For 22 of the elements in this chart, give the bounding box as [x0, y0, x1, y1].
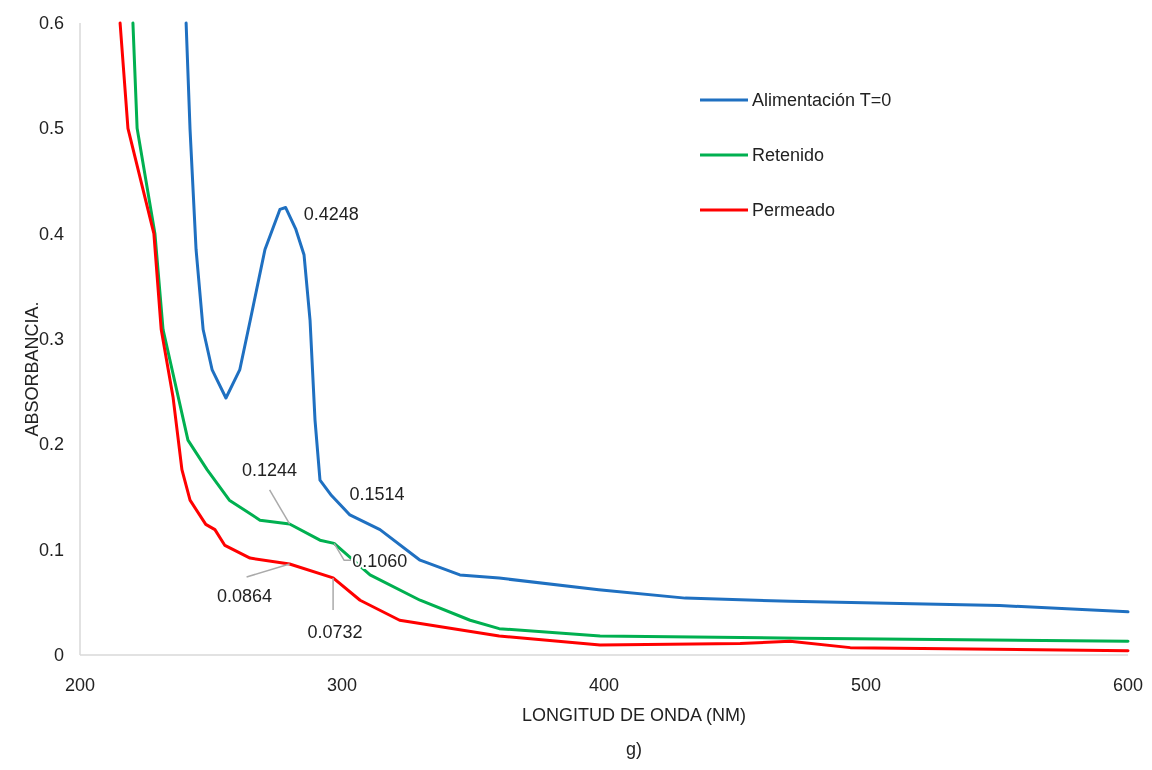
- annotation: 0.1514: [349, 483, 405, 504]
- annotation: 0.1244: [242, 459, 298, 480]
- y-tick-label: 0.4: [38, 223, 64, 244]
- annotation: 0.0864: [217, 585, 273, 606]
- y-tick-label: 0: [53, 645, 64, 665]
- x-tick-label: 300: [326, 675, 358, 695]
- y-tick-label: 0.1: [38, 539, 64, 560]
- y-tick-label: 0.2: [38, 434, 64, 455]
- y-tick-label: 0.6: [38, 13, 64, 33]
- legend-label: Permeado: [752, 200, 836, 220]
- annotation: 0.4248: [303, 203, 359, 224]
- x-tick-label: 200: [64, 675, 96, 695]
- y-tick-label: 0.5: [38, 118, 64, 139]
- legend-label: Retenido: [752, 145, 825, 165]
- text: g): [625, 739, 643, 759]
- y-tick-label: 0.3: [38, 329, 64, 349]
- annotation: 0.0732: [307, 621, 363, 642]
- x-axis-title: LONGITUD DE ONDA (NM): [521, 705, 747, 725]
- x-tick-label: 400: [588, 675, 620, 695]
- legend-label: Alimentación T=0: [752, 90, 892, 110]
- x-tick-label: 500: [850, 675, 882, 695]
- x-tick-label: 600: [1112, 675, 1144, 695]
